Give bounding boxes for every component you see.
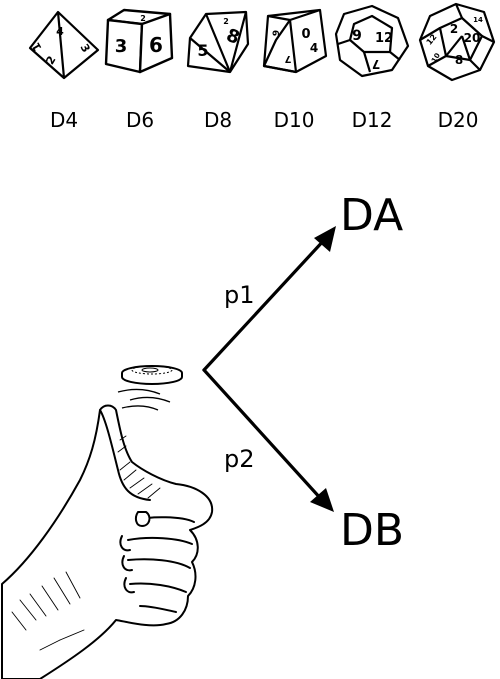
coin-motion-lines-icon xyxy=(117,388,171,411)
d8-face-top: 2 xyxy=(223,17,229,26)
upper-outcome-label: DA xyxy=(340,190,403,241)
d20-face-lowerleft: 10 xyxy=(430,52,442,65)
d20-face-top: 2 xyxy=(450,22,458,36)
d6-label: D6 xyxy=(126,108,154,132)
d20-face-center: 20 xyxy=(464,31,481,45)
d10-die-icon: 0 4 7 9 xyxy=(262,8,328,74)
d12-label: D12 xyxy=(352,108,393,132)
d20-die-icon: 2 20 8 12 14 10 xyxy=(418,2,496,82)
d6-face-left: 3 xyxy=(115,36,128,57)
d6-face-top: 2 xyxy=(140,14,146,23)
branch-arrows xyxy=(202,236,328,502)
d20-face-topright: 14 xyxy=(473,16,483,24)
d10-face-center: 0 xyxy=(301,27,310,42)
upper-branch-arrow xyxy=(202,236,328,372)
lower-outcome-label: DB xyxy=(340,505,404,556)
d20-label: D20 xyxy=(438,108,479,132)
lower-branch-arrow xyxy=(202,368,324,502)
lower-branch-probability: p2 xyxy=(224,445,255,473)
d12-face-right: 12 xyxy=(375,31,393,46)
d10-face-left: 9 xyxy=(272,30,282,36)
d12-face-bottom: 7 xyxy=(372,57,380,71)
d8-label: D8 xyxy=(204,108,232,132)
d10-face-bottom: 7 xyxy=(284,53,291,64)
coin-icon xyxy=(121,365,183,385)
d8-face-left: 5 xyxy=(197,41,208,60)
d12-face-left: 9 xyxy=(352,28,362,44)
flicking-hand-icon xyxy=(1,404,214,679)
d4-die-icon: 4 3 2 1 xyxy=(28,10,100,80)
d10-face-right: 4 xyxy=(310,41,318,55)
upper-branch-probability: p1 xyxy=(224,281,255,309)
d6-face-front: 6 xyxy=(149,33,163,57)
d4-face-1: 4 xyxy=(56,25,64,38)
d10-label: D10 xyxy=(274,108,315,132)
d12-die-icon: 9 12 7 xyxy=(334,4,410,78)
d8-die-icon: 5 8 2 xyxy=(186,10,250,74)
upper-arrowhead xyxy=(314,226,336,252)
d4-label: D4 xyxy=(50,108,78,132)
d20-face-bottom: 8 xyxy=(455,53,463,67)
d6-die-icon: 3 6 2 xyxy=(104,8,174,74)
lower-arrowhead xyxy=(310,488,334,512)
